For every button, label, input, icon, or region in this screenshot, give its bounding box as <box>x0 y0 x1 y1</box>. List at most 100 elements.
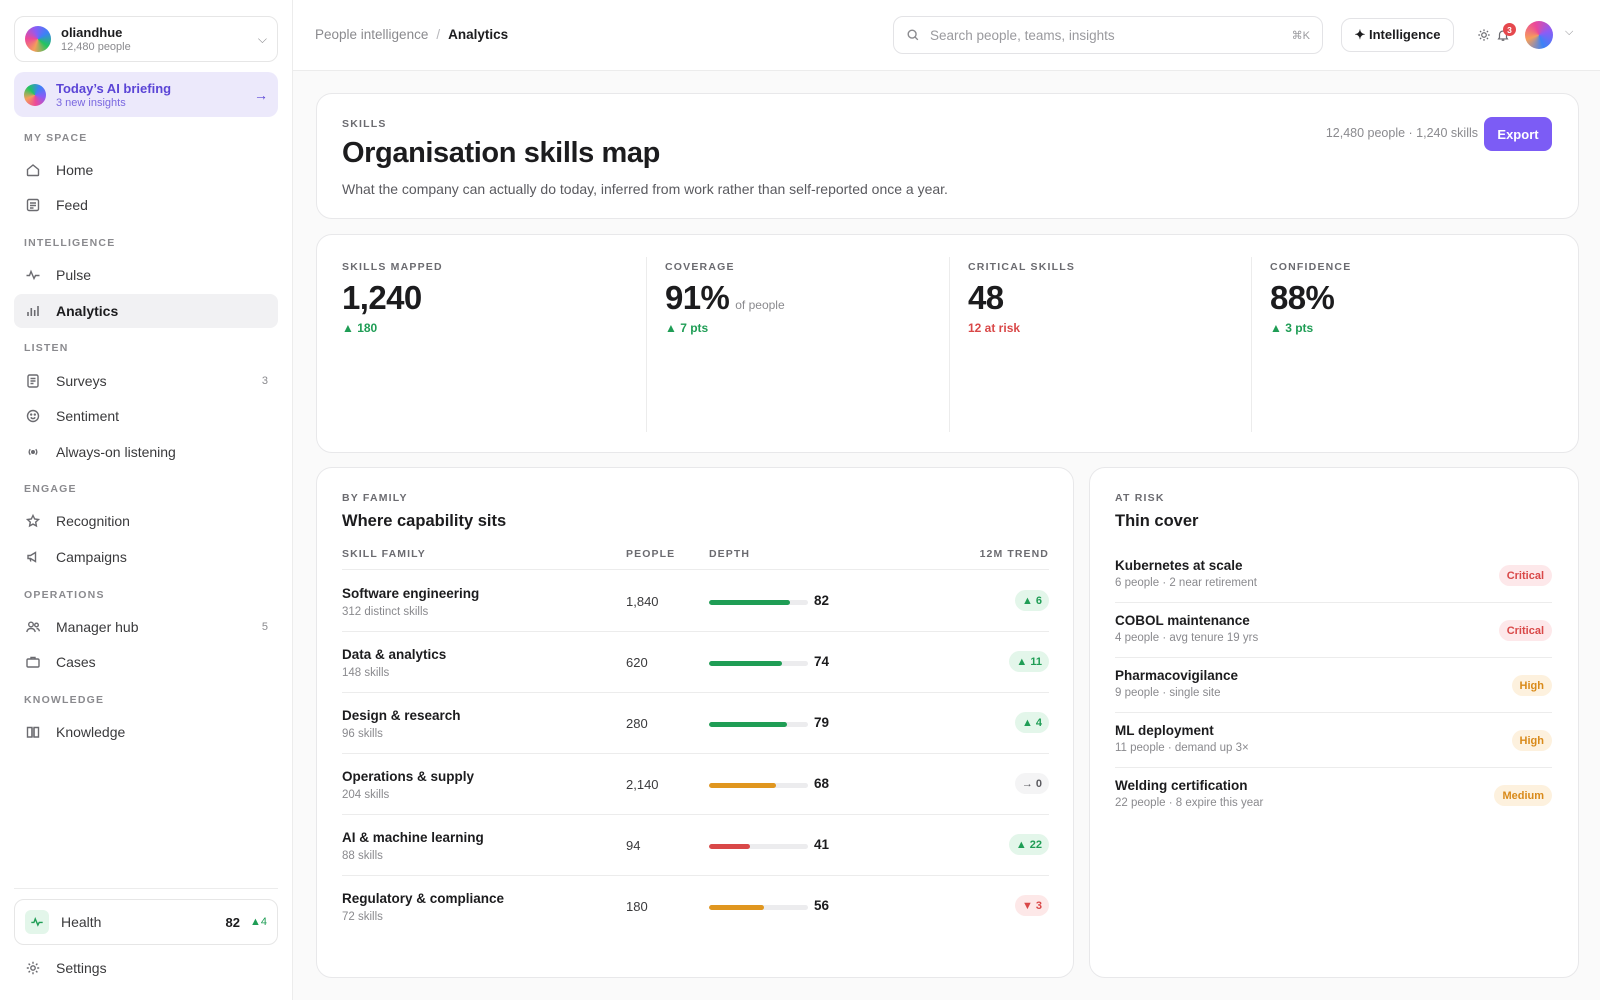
kpi-value: 48 <box>968 279 1004 316</box>
column-header-trend[interactable]: 12M TREND <box>979 548 1049 560</box>
page-title: Organisation skills map <box>342 137 660 169</box>
risk-skill-detail: 22 people · 8 expire this year <box>1115 797 1264 809</box>
table-row[interactable]: Design & research 96 skills 280 79 ▲ 4 <box>342 693 1049 754</box>
risk-item[interactable]: Kubernetes at scale 6 people · 2 near ret… <box>1115 548 1552 603</box>
risk-item[interactable]: ML deployment 11 people · demand up 3× Hig… <box>1115 713 1552 768</box>
sidebar-item-always-on-listening[interactable]: Always-on listening <box>14 435 278 469</box>
column-header-people[interactable]: PEOPLE <box>626 548 676 560</box>
card-title: Where capability sits <box>342 512 507 530</box>
kpi-delta: 12 at risk <box>968 321 1021 335</box>
export-button[interactable]: Export <box>1484 117 1552 151</box>
family-subtitle: 204 skills <box>342 789 390 801</box>
family-people: 180 <box>626 899 648 914</box>
user-avatar[interactable] <box>1525 21 1553 49</box>
depth-value: 56 <box>814 898 830 913</box>
risk-skill-name: Kubernetes at scale <box>1115 558 1243 573</box>
family-people: 2,140 <box>626 777 659 792</box>
kpi-delta: ▲ 7 pts <box>665 321 709 335</box>
users-icon <box>24 618 42 636</box>
breadcrumb: People intelligence / Analytics <box>315 27 508 42</box>
notification-badge: 3 <box>1503 23 1516 36</box>
table-row[interactable]: AI & machine learning 88 skills 94 41 ▲ 22 <box>342 815 1049 876</box>
sun-icon[interactable] <box>1474 25 1494 45</box>
sidebar-item-label: Manager hub <box>56 619 139 635</box>
family-people: 94 <box>626 838 641 853</box>
table-header: SKILL FAMILY PEOPLE DEPTH 12M TREND <box>342 548 1049 570</box>
kpi-delta: ▲ 3 pts <box>1270 321 1314 335</box>
sidebar-item-label: Pulse <box>56 267 92 283</box>
kpi-value: 1,240 <box>342 279 422 316</box>
sidebar-item-surveys[interactable]: Surveys 3 <box>14 364 278 398</box>
pulse-icon <box>24 266 42 284</box>
sidebar-item-label: Surveys <box>56 373 107 389</box>
column-header-depth[interactable]: DEPTH <box>709 548 751 560</box>
table-row[interactable]: Data & analytics 148 skills 620 74 ▲ 11 <box>342 632 1049 693</box>
chevron-down-icon[interactable]: ⌵ <box>1565 26 1574 38</box>
ai-briefing-card[interactable]: Today’s AI briefing 3 new insights → <box>14 72 278 117</box>
sidebar-item-label: Settings <box>56 960 107 976</box>
risk-item[interactable]: COBOL maintenance 4 people · avg tenure 1… <box>1115 603 1552 658</box>
sidebar-item-label: Cases <box>56 654 96 670</box>
page-eyebrow: SKILLS <box>342 118 387 130</box>
family-subtitle: 88 skills <box>342 850 383 862</box>
sidebar-item-analytics[interactable]: Analytics <box>14 294 278 328</box>
briefcase-icon <box>24 653 42 671</box>
breadcrumb-current: Analytics <box>448 27 509 42</box>
table-row[interactable]: Regulatory & compliance 72 skills 180 56 ▼ 3 <box>342 876 1049 937</box>
breadcrumb-parent[interactable]: People intelligence <box>315 27 429 42</box>
nav-section-operations: OPERATIONS <box>24 589 105 601</box>
surveys-count-badge: 3 <box>261 375 268 387</box>
family-subtitle: 96 skills <box>342 728 383 740</box>
sidebar-item-manager-hub[interactable]: Manager hub 5 <box>14 610 278 644</box>
book-icon <box>24 723 42 741</box>
depth-bar <box>709 783 808 788</box>
sidebar-divider <box>14 888 278 889</box>
kpi-suffix: of people <box>735 298 785 312</box>
table-row[interactable]: Operations & supply 204 skills 2,140 68 → 0 <box>342 754 1049 815</box>
kpi-label: COVERAGE <box>665 261 735 273</box>
depth-bar-fill <box>709 844 750 849</box>
risk-skill-name: COBOL maintenance <box>1115 613 1250 628</box>
family-name: Software engineering <box>342 586 480 601</box>
sidebar-item-label: Analytics <box>56 303 119 319</box>
table-row[interactable]: Software engineering 312 distinct skills 1… <box>342 571 1049 632</box>
risk-item[interactable]: Pharmacovigilance 9 people · single site H… <box>1115 658 1552 713</box>
sidebar-item-sentiment[interactable]: Sentiment <box>14 399 278 433</box>
page-description: What the company can actually do today, … <box>342 181 948 197</box>
org-people-count: 12,480 people <box>61 41 131 53</box>
health-widget[interactable]: Health 82 ▲4 <box>14 899 278 945</box>
nav-section-listen: LISTEN <box>24 342 69 354</box>
risk-item[interactable]: Welding certification 22 people · 8 expir… <box>1115 768 1552 823</box>
trend-badge: ▲ 22 <box>1008 834 1049 855</box>
sidebar-item-cases[interactable]: Cases <box>14 645 278 679</box>
sidebar-item-settings[interactable]: Settings <box>14 951 278 985</box>
org-avatar <box>25 26 51 52</box>
sidebar-item-home[interactable]: Home <box>14 153 278 187</box>
megaphone-icon <box>24 548 42 566</box>
sidebar-item-feed[interactable]: Feed <box>14 188 278 222</box>
sidebar-item-campaigns[interactable]: Campaigns <box>14 540 278 574</box>
nav-section-my-space: MY SPACE <box>24 132 88 144</box>
page-header-card: SKILLS Organisation skills map What the … <box>316 93 1579 219</box>
sidebar-item-knowledge[interactable]: Knowledge <box>14 715 278 749</box>
family-subtitle: 312 distinct skills <box>342 606 429 618</box>
kpi-confidence: CONFIDENCE 88% ▲ 3 pts <box>1270 257 1351 432</box>
column-header-family[interactable]: SKILL FAMILY <box>342 548 426 560</box>
briefing-title: Today’s AI briefing <box>56 80 172 96</box>
sidebar-item-pulse[interactable]: Pulse <box>14 258 278 292</box>
severity-badge: Medium <box>1494 785 1552 806</box>
kpi-coverage: COVERAGE 91% of people ▲ 7 pts <box>665 257 785 432</box>
search-input[interactable] <box>930 27 1292 43</box>
sidebar-item-label: Sentiment <box>56 408 120 424</box>
intelligence-button[interactable]: ✦ Intelligence <box>1341 18 1454 52</box>
severity-badge: Critical <box>1498 565 1552 586</box>
search-box[interactable]: ⌘K <box>893 16 1323 54</box>
sidebar-item-recognition[interactable]: Recognition <box>14 504 278 538</box>
org-switcher[interactable]: oliandhue 12,480 people ⌵ <box>14 16 278 62</box>
kpi-label: CONFIDENCE <box>1270 261 1352 273</box>
depth-value: 74 <box>814 654 830 669</box>
at-risk-card: AT RISK Thin cover Kubernetes at scale 6 … <box>1089 467 1579 978</box>
severity-badge: High <box>1511 730 1552 751</box>
depth-value: 68 <box>814 776 830 791</box>
kpi-divider <box>949 257 950 432</box>
